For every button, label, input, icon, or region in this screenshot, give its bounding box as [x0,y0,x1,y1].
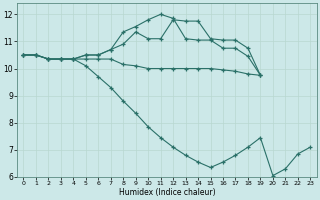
X-axis label: Humidex (Indice chaleur): Humidex (Indice chaleur) [119,188,215,197]
